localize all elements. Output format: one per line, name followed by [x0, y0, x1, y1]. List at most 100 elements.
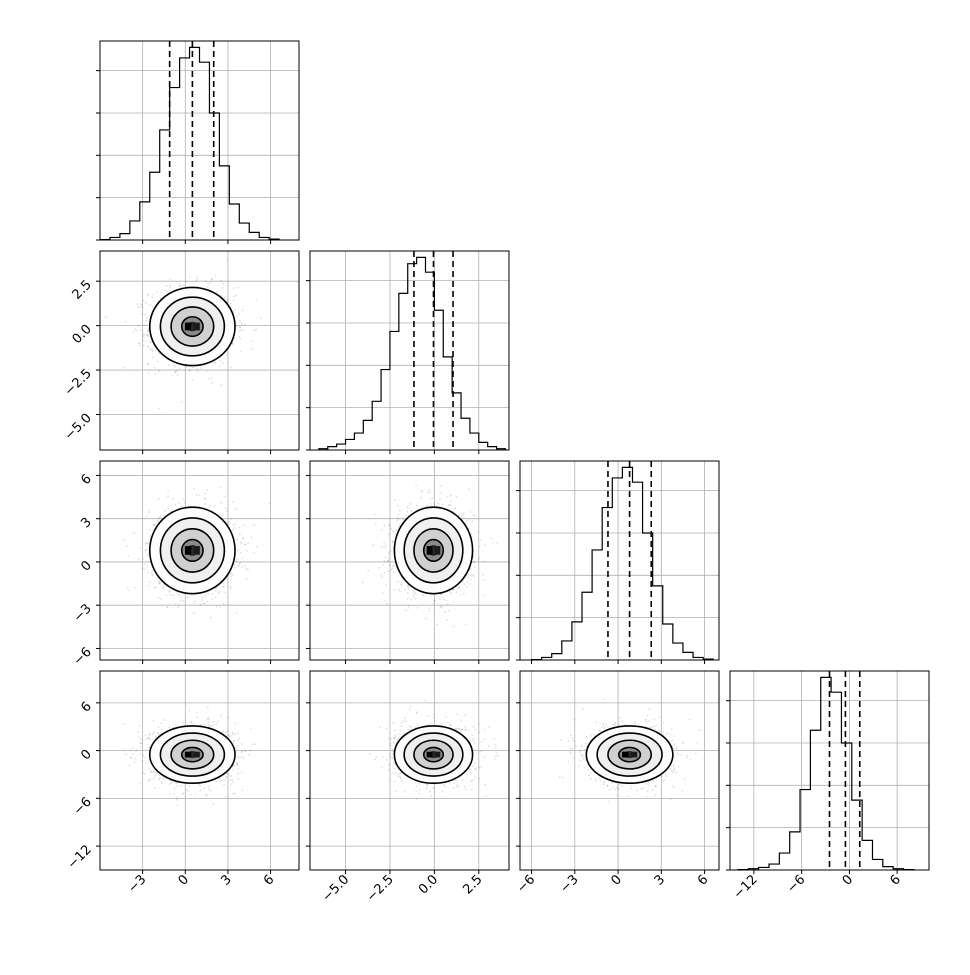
scatter-point	[141, 760, 143, 762]
scatter-point	[472, 520, 474, 522]
scatter-point	[148, 585, 150, 587]
hist-step-1	[319, 257, 506, 450]
scatter-point	[238, 287, 240, 289]
scatter-point	[176, 785, 178, 787]
scatter-point	[226, 796, 228, 798]
scatter-point	[232, 793, 234, 795]
scatter-point	[163, 778, 165, 780]
scatter-point	[148, 539, 150, 541]
scatter-point	[429, 498, 431, 500]
scatter-point	[237, 745, 239, 747]
scatter-point	[166, 594, 168, 596]
scatter-point	[399, 590, 401, 592]
scatter-point	[440, 492, 442, 494]
scatter-point	[180, 506, 182, 508]
scatter-point	[153, 301, 155, 303]
scatter-point	[158, 371, 160, 373]
scatter-point	[128, 555, 130, 557]
scatter-point	[253, 524, 255, 526]
scatter-point	[417, 607, 419, 609]
scatter-point	[413, 594, 415, 596]
scatter-point	[375, 523, 377, 525]
scatter-point	[413, 596, 415, 598]
scatter-point	[196, 717, 198, 719]
scatter-point	[215, 590, 217, 592]
scatter-point	[178, 594, 180, 596]
scatter-point	[242, 557, 244, 559]
scatter-point	[167, 490, 169, 492]
scatter-point	[228, 717, 230, 719]
scatter-point	[470, 583, 472, 585]
scatter-point	[228, 521, 230, 523]
scatter-point	[392, 567, 394, 569]
scatter-point	[241, 329, 243, 331]
scatter-point	[167, 508, 169, 510]
scatter-point	[143, 336, 145, 338]
scatter-point	[214, 361, 216, 363]
scatter-point	[147, 347, 149, 349]
scatter-point	[388, 524, 390, 526]
scatter-point	[468, 574, 470, 576]
scatter-point	[165, 290, 167, 292]
scatter-content-1-2	[362, 485, 498, 628]
scatter-point	[251, 348, 253, 350]
scatter-point	[230, 367, 232, 369]
scatter-point	[196, 369, 198, 371]
scatter-point	[441, 597, 443, 599]
scatter-point	[148, 294, 150, 296]
scatter-point	[396, 520, 398, 522]
scatter-point	[195, 793, 197, 795]
scatter-point	[200, 790, 202, 792]
scatter-point	[423, 595, 425, 597]
scatter-point	[170, 594, 172, 596]
scatter-point	[173, 595, 175, 597]
scatter-point	[182, 600, 184, 602]
scatter-point	[393, 571, 395, 573]
scatter-point	[230, 303, 232, 305]
scatter-point	[385, 544, 387, 546]
scatter-point	[150, 778, 152, 780]
scatter-point	[241, 756, 243, 758]
scatter-point	[162, 584, 164, 586]
scatter-point	[367, 570, 369, 572]
scatter-point	[393, 565, 395, 567]
scatter-point	[149, 529, 151, 531]
scatter-point	[389, 564, 391, 566]
scatter-point	[146, 317, 148, 319]
scatter-point	[386, 603, 388, 605]
scatter-point	[458, 514, 460, 516]
scatter-point	[169, 279, 171, 281]
scatter-point	[159, 408, 161, 410]
scatter-point	[135, 328, 137, 330]
scatter-point	[411, 599, 413, 601]
scatter-point	[395, 530, 397, 532]
scatter-point	[208, 378, 210, 380]
scatter-point	[464, 583, 466, 585]
scatter-point	[208, 719, 210, 721]
scatter-point	[145, 542, 147, 544]
scatter-point	[384, 547, 386, 549]
scatter-point	[140, 329, 142, 331]
scatter-point	[405, 515, 407, 517]
scatter-point	[162, 587, 164, 589]
scatter-point	[433, 603, 435, 605]
scatter-point	[146, 334, 148, 336]
scatter-point	[410, 503, 412, 505]
scatter-point	[207, 283, 209, 285]
scatter-point	[209, 505, 211, 507]
scatter-point	[239, 336, 241, 338]
scatter-point	[133, 331, 135, 333]
scatter-point	[168, 590, 170, 592]
scatter-point	[466, 586, 468, 588]
scatter-point	[239, 533, 241, 535]
scatter-point	[456, 496, 458, 498]
scatter-point	[448, 610, 450, 612]
scatter-point	[179, 283, 181, 285]
scatter-point	[429, 607, 431, 609]
scatter-point	[222, 287, 224, 289]
scatter-point	[195, 600, 197, 602]
scatter-point	[205, 594, 207, 596]
scatter-point	[219, 780, 221, 782]
scatter-point	[399, 510, 401, 512]
